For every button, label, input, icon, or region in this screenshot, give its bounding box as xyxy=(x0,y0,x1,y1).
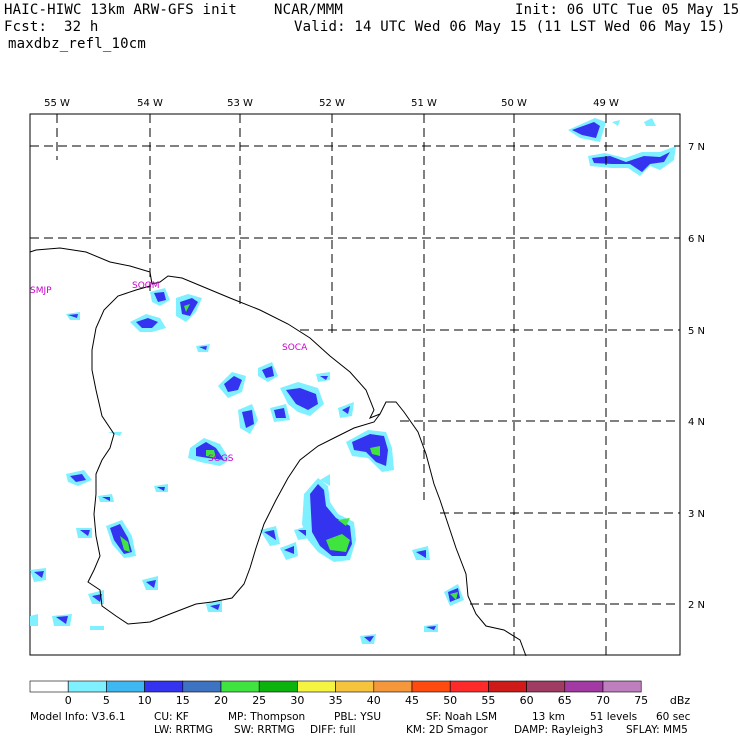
colorbar-swatch xyxy=(67,680,107,693)
lon-label: 49 W xyxy=(593,98,619,109)
footer-sf: SF: Noah LSM xyxy=(426,711,498,723)
colorbar-swatch xyxy=(106,680,145,693)
colorbar-tick-label: 45 xyxy=(405,694,419,707)
colorbar-swatch xyxy=(373,680,413,693)
lon-labels: 55 W 54 W 53 W 52 W 51 W 50 W 49 W xyxy=(44,98,619,109)
colorbar-swatch xyxy=(564,680,604,693)
colorbar-swatch xyxy=(258,680,298,693)
colorbar-tick-label: 60 xyxy=(519,694,534,707)
colorbar-tick-label: 55 xyxy=(481,694,496,707)
colorbar-tick-label: 0 xyxy=(64,694,72,707)
footer-mp: MP: Thompson xyxy=(228,711,306,723)
lat-label: 6 N xyxy=(688,234,705,245)
footer-cu: CU: KF xyxy=(154,711,189,723)
lat-labels: 7 N 6 N 5 N 4 N 3 N 2 N xyxy=(688,142,705,611)
lon-label: 52 W xyxy=(319,98,345,109)
station-soca: SOCA xyxy=(282,343,308,353)
footer-diff: DIFF: full xyxy=(310,724,356,736)
colorbar-tick-label: 35 xyxy=(328,694,343,707)
lat-lon-grid xyxy=(30,114,680,655)
lat-label: 3 N xyxy=(688,509,705,520)
station-sogs: SOGS xyxy=(208,454,234,464)
lon-label: 54 W xyxy=(137,98,163,109)
lon-label: 51 W xyxy=(411,98,437,109)
footer-damp: DAMP: Rayleigh3 xyxy=(514,724,604,736)
colorbar-tick-label: 70 xyxy=(596,694,610,707)
colorbar-swatch xyxy=(220,680,260,693)
footer-resolution: 13 km xyxy=(532,711,566,723)
lat-label: 4 N xyxy=(688,417,705,428)
colorbar-tick-label: 10 xyxy=(137,694,152,707)
colorbar-tick-label: 65 xyxy=(557,694,572,707)
footer-lw: LW: RRTMG xyxy=(154,724,213,736)
model-title: HAIC-HIWC 13km ARW-GFS init xyxy=(4,2,237,18)
lon-label: 53 W xyxy=(227,98,253,109)
lon-label: 55 W xyxy=(44,98,70,109)
footer-sflay: SFLAY: MM5 xyxy=(626,724,688,736)
colorbar-tick-label: 50 xyxy=(443,694,458,707)
station-labels: SMJP SOGM SOCA SOGS xyxy=(30,281,308,464)
colorbar-swatch xyxy=(449,680,489,693)
colorbar-swatch xyxy=(602,680,642,693)
lat-label: 5 N xyxy=(688,326,705,337)
colorbar-swatch xyxy=(297,680,336,693)
station-smjp: SMJP xyxy=(30,286,52,296)
footer-km: KM: 2D Smagor xyxy=(406,724,488,736)
footer-pbl: PBL: YSU xyxy=(334,711,382,723)
forecast-hour: 32 h xyxy=(64,19,99,35)
border-french-guiana xyxy=(87,285,381,625)
colorbar-tick-label: 40 xyxy=(366,694,381,707)
colorbar-unit: dBz xyxy=(669,694,691,707)
init-time: Init: 06 UTC Tue 05 May 15 xyxy=(515,2,740,18)
field-name: maxdbz_refl_10cm xyxy=(8,36,147,52)
colorbar-tick-label: 5 xyxy=(102,694,110,707)
map-frame xyxy=(29,113,681,656)
colorbar-tick-label: 15 xyxy=(175,694,190,707)
colorbar xyxy=(29,680,642,693)
colorbar-swatch xyxy=(182,680,222,693)
colorbar-swatch xyxy=(411,680,451,693)
organization-label: NCAR/MMM xyxy=(274,2,344,18)
forecast-label: Fcst: xyxy=(4,19,48,35)
footer-sw: SW: RRTMG xyxy=(234,724,295,736)
footer-model-info: Model Info: V3.6.1 xyxy=(30,711,126,723)
valid-time: Valid: 14 UTC Wed 06 May 15 (11 LST Wed … xyxy=(294,19,726,35)
footer-timestep: 60 sec xyxy=(656,711,691,723)
reflectivity-echoes xyxy=(30,118,676,644)
colorbar-swatch xyxy=(488,680,527,693)
station-sogm: SOGM xyxy=(132,281,160,291)
footer-levels: 51 levels xyxy=(590,711,638,723)
colorbar-swatch xyxy=(29,680,69,693)
colorbar-tick-label: 20 xyxy=(214,694,228,707)
colorbar-tick-label: 25 xyxy=(252,694,267,707)
lon-label: 50 W xyxy=(501,98,527,109)
lat-label: 2 N xyxy=(688,600,705,611)
colorbar-swatch xyxy=(335,680,375,693)
colorbar-tick-label: 30 xyxy=(290,694,305,707)
colorbar-swatch xyxy=(526,680,566,693)
colorbar-tick-label: 75 xyxy=(634,694,649,707)
colorbar-swatch xyxy=(144,680,184,693)
lat-label: 7 N xyxy=(688,142,705,153)
